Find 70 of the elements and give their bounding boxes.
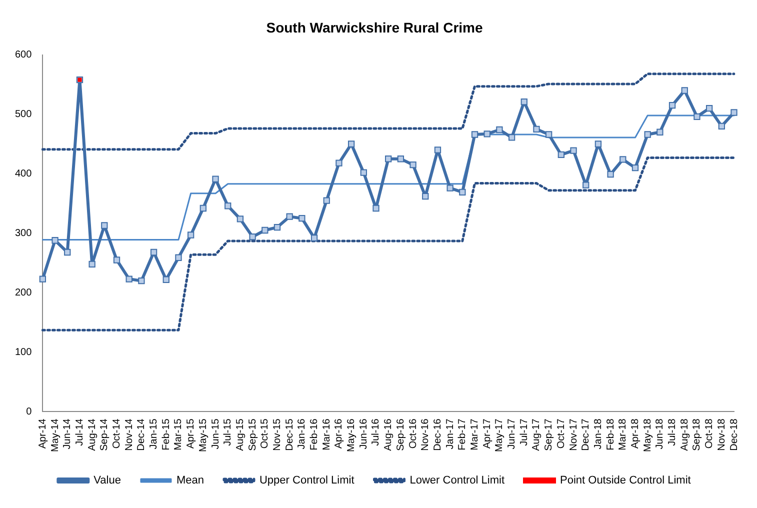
x-tick-label: Oct-16 [408,418,419,449]
x-tick-label: Jun-16 [358,418,370,450]
legend-label: Lower Control Limit [410,474,505,487]
y-tick-label: 500 [14,109,32,120]
x-tick-label: Aug-15 [234,418,246,451]
x-tick-label: Jan-18 [592,418,604,450]
x-tick-label: Apr-15 [186,418,197,449]
x-tick-label: Oct-15 [260,418,271,449]
x-tick-label: Nov-14 [124,418,135,451]
x-tick-label: Dec-16 [432,418,444,451]
x-tick-label: Sep-16 [395,418,406,451]
x-tick-label: Aug-14 [86,418,98,451]
x-tick-label: Nov-17 [568,418,580,451]
x-tick-label: Sep-18 [692,418,703,451]
x-tick-label: Oct-14 [112,418,123,449]
x-tick-label: Sep-15 [247,418,258,451]
x-tick-label: Jun-17 [506,418,518,450]
y-tick-label: 0 [26,406,32,418]
legend-label: Point Outside Control Limit [560,474,691,487]
x-tick-label: Sep-14 [99,418,110,451]
x-tick-label: Feb-17 [457,418,468,450]
legend-label: Value [94,474,121,487]
legend-label: Mean [176,474,204,487]
x-tick-label: Aug-16 [383,418,394,451]
x-tick-label: Feb-15 [160,418,172,450]
x-tick-label: May-14 [50,418,61,452]
x-tick-label: Jun-14 [62,418,74,450]
x-tick-label: May-16 [346,418,358,452]
x-tick-label: Nov-15 [272,418,283,451]
x-tick-label: Mar-15 [173,418,184,450]
x-tick-label: Nov-16 [420,418,432,451]
y-tick-label: 300 [14,228,32,239]
y-tick-label: 200 [14,287,32,298]
x-tick-label: Dec-18 [728,418,740,451]
x-tick-label: Jul-16 [370,418,382,446]
x-tick-label: Apr-18 [630,418,641,449]
x-tick-label: Jan-16 [296,418,308,450]
x-tick-label: Dec-15 [284,418,296,451]
x-tick-label: Aug-17 [531,418,542,451]
x-tick-label: Oct-17 [556,418,567,449]
x-tick-label: Oct-18 [704,418,716,449]
x-tick-label: Jun-18 [654,418,666,450]
x-tick-label: Dec-14 [136,418,148,451]
y-tick-label: 100 [14,346,32,358]
x-tick-label: Apr-16 [334,418,345,449]
x-tick-label: Feb-16 [309,418,320,450]
x-tick-label: Jul-18 [667,418,678,446]
x-tick-label: May-18 [642,418,654,452]
x-tick-label: Jul-14 [74,418,86,446]
x-tick-label: Jul-15 [222,418,234,446]
x-tick-label: Jun-15 [210,418,222,450]
x-tick-label: Jan-17 [444,418,456,450]
x-tick-label: Mar-18 [618,418,629,450]
x-tick-label: Jan-15 [148,418,160,450]
x-tick-label: Sep-17 [544,418,555,451]
x-tick-label: Apr-17 [482,418,493,449]
x-tick-label: Nov-18 [716,418,728,451]
y-tick-label: 400 [14,168,32,180]
x-tick-label: Mar-16 [321,418,332,450]
y-tick-label: 600 [14,50,32,61]
x-tick-label: Dec-17 [580,418,592,451]
chart-title: South Warwickshire Rural Crime [266,19,483,36]
legend-label: Upper Control Limit [259,474,354,487]
x-tick-label: Jul-17 [518,418,530,446]
x-tick-label: Feb-18 [605,418,616,450]
x-tick-label: Mar-17 [470,418,481,450]
x-tick-label: Aug-18 [679,418,690,451]
x-tick-label: May-17 [494,418,506,452]
x-tick-label: Apr-14 [37,418,48,449]
x-tick-label: May-15 [198,418,209,452]
